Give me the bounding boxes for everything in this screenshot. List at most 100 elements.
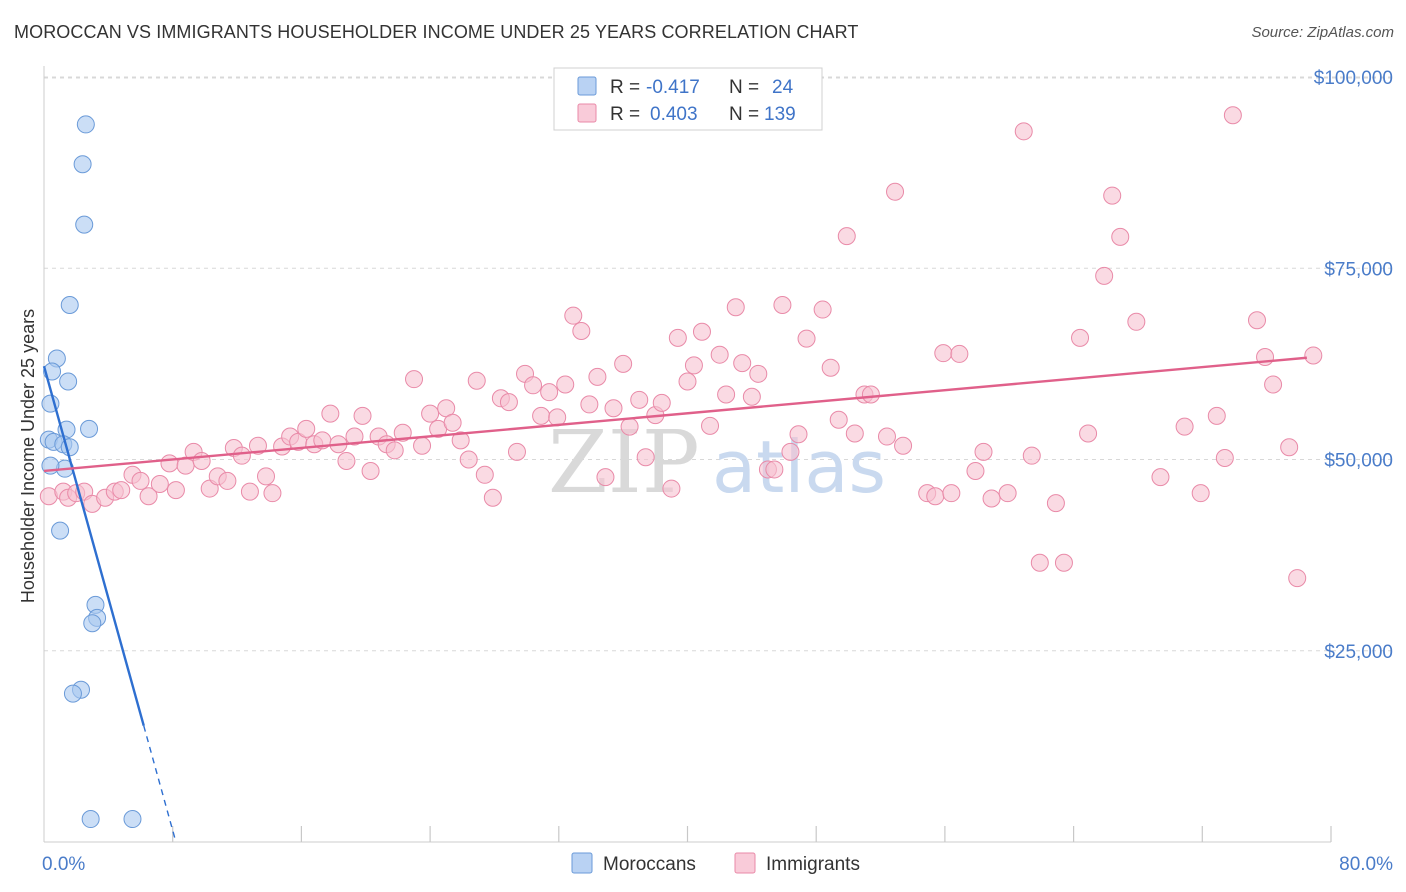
immigrants-point [572,321,591,340]
immigrants-point [257,467,276,486]
immigrants-point [604,399,623,418]
immigrants-point [467,371,486,390]
immigrants-point [421,404,440,423]
moroccans-trend-extension [143,725,177,843]
immigrants-point [1247,311,1266,330]
gridlines [44,76,1391,652]
immigrants-point [636,448,655,467]
legend-n-label-1: N = [729,77,759,98]
immigrants-point [950,344,969,363]
immigrants-point [982,489,1001,508]
immigrants-point [263,484,282,503]
chart-title: MOROCCAN VS IMMIGRANTS HOUSEHOLDER INCOM… [14,22,859,42]
immigrants-point [1280,438,1299,457]
moroccans-point [60,295,79,314]
moroccans-point [51,521,70,540]
bottom-legend-label-moroccans: Moroccans [603,854,696,875]
immigrants-point [385,441,404,460]
immigrants-point [345,427,364,446]
legend-n-value-2: 139 [764,104,796,125]
immigrants-point [160,454,179,473]
legend-r-label-1: R = [610,77,640,98]
immigrants-point [837,227,856,246]
immigrants-point [1046,494,1065,513]
immigrants-point [405,370,424,389]
immigrants-point [845,424,864,443]
immigrants-point [877,427,896,446]
immigrants-point [218,471,237,490]
legend-r-value-2: 0.403 [650,104,698,125]
immigrants-point [337,452,356,471]
immigrants-point [1022,446,1041,465]
immigrants-point [507,442,526,461]
immigrants-point [733,354,752,373]
immigrants-point [192,452,211,471]
immigrants-point [678,372,697,391]
immigrants-point [717,385,736,404]
immigrants-point [662,479,681,498]
immigrants-point [532,406,551,425]
immigrants-point [886,182,905,201]
immigrants-point [596,468,615,487]
immigrants-point [524,376,543,395]
immigrants-point [966,461,985,480]
y-tick-labels: $25,000 $50,000 $75,000 $100,000 [1314,68,1393,663]
immigrants-point [1054,553,1073,572]
immigrants-point [112,481,131,500]
correlation-legend: R = -0.417 N = 24 R = 0.403 N = 139 [553,67,823,131]
immigrants-point [131,471,150,490]
immigrants-point [556,375,575,394]
legend-r-label-2: R = [610,104,640,125]
source-credit: Source: ZipAtlas.com [1251,24,1394,41]
axes [43,66,1332,843]
immigrants-point [393,423,412,442]
immigrants-point [1095,266,1114,285]
x-tick-label-right: 80.0% [1339,854,1393,875]
immigrants-point [789,425,808,444]
bottom-legend-label-immigrants: Immigrants [766,854,860,875]
y-tick-label: $25,000 [1324,642,1393,663]
immigrants-point [1071,328,1090,347]
y-tick-label: $75,000 [1324,259,1393,280]
immigrants-point [773,295,792,314]
immigrants-point [1079,424,1098,443]
series-legend: Moroccans Immigrants [571,852,860,875]
y-axis-title: Householder Income Under 25 years [18,309,38,603]
immigrants-point [321,404,340,423]
y-tick-label: $50,000 [1324,451,1393,472]
moroccans-points [39,115,142,829]
immigrants-points [39,106,1323,588]
immigrants-point [1014,122,1033,141]
immigrants-point [1175,417,1194,436]
moroccans-point [123,810,142,829]
immigrants-point [248,436,267,455]
immigrants-point [451,431,470,450]
moroccans-point [63,684,82,703]
legend-box [553,67,823,131]
immigrants-point [1151,468,1170,487]
immigrants-point [1288,569,1307,588]
immigrants-point [1215,448,1234,467]
moroccans-point [59,372,78,391]
immigrants-point [797,329,816,348]
immigrants-point [934,344,953,363]
legend-n-value-1: 24 [772,77,794,98]
immigrants-point [483,488,502,507]
immigrants-point [861,385,880,404]
immigrants-point [297,419,316,438]
immigrants-point [821,358,840,377]
moroccans-point [83,614,102,633]
immigrants-point [1304,346,1323,365]
immigrants-point [813,300,832,319]
y-tick-label: $100,000 [1314,68,1393,89]
moroccans-point [80,419,99,438]
immigrants-point [1223,106,1242,125]
legend-n-label-2: N = [729,104,759,125]
immigrants-point [692,322,711,341]
immigrants-point [926,487,945,506]
immigrants-point [580,395,599,414]
immigrants-point [710,345,729,364]
immigrants-point [240,482,259,501]
immigrants-point [742,387,761,406]
